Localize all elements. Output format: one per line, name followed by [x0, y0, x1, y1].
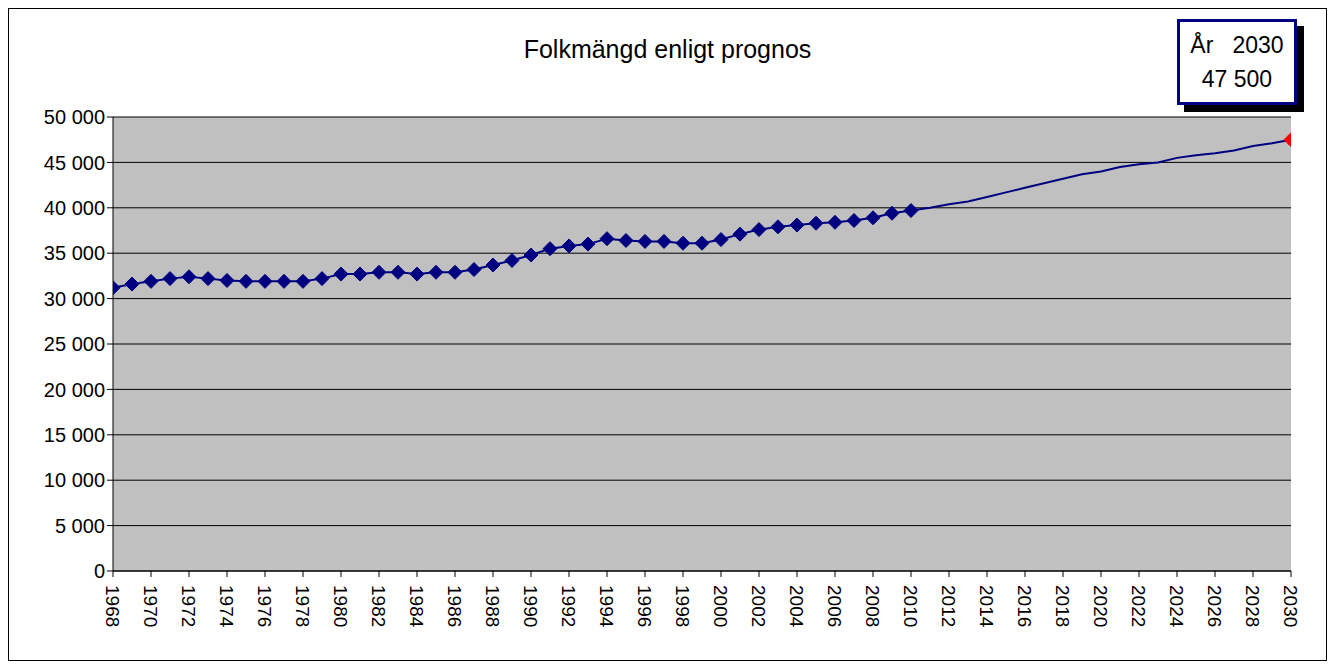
svg-text:2016: 2016 — [1014, 585, 1035, 627]
svg-text:1988: 1988 — [482, 585, 503, 627]
html-text:Folkmängd enligt prognos: Folkmängd enligt prognos — [523, 35, 812, 63]
svg-text:2028: 2028 — [1242, 585, 1263, 627]
svg-text:1986: 1986 — [444, 585, 465, 627]
svg-text:0: 0 — [94, 560, 105, 582]
svg-text:1978: 1978 — [292, 585, 313, 627]
svg-text:1984: 1984 — [406, 585, 427, 628]
svg-text:35 000: 35 000 — [44, 242, 105, 264]
svg-text:2014: 2014 — [976, 585, 997, 628]
svg-text:2030: 2030 — [1280, 585, 1301, 627]
svg-text:50 000: 50 000 — [44, 106, 105, 128]
svg-text:2020: 2020 — [1090, 585, 1111, 627]
svg-text:1974: 1974 — [216, 585, 237, 628]
svg-text:2000: 2000 — [710, 585, 731, 627]
svg-text:2006: 2006 — [824, 585, 845, 627]
svg-text:2022: 2022 — [1128, 585, 1149, 627]
html-text:47 500: 47 500 — [1201, 66, 1273, 92]
svg-text:1990: 1990 — [520, 585, 541, 627]
svg-text:45 000: 45 000 — [44, 152, 105, 174]
svg-text:1994: 1994 — [596, 585, 617, 628]
svg-text:2012: 2012 — [938, 585, 959, 627]
svg-text:1976: 1976 — [254, 585, 275, 627]
svg-text:2010: 2010 — [900, 585, 921, 627]
svg-text:2018: 2018 — [1052, 585, 1073, 627]
svg-text:30 000: 30 000 — [44, 288, 105, 310]
svg-text:2008: 2008 — [862, 585, 883, 627]
svg-text:1970: 1970 — [140, 585, 161, 627]
svg-text:1998: 1998 — [672, 585, 693, 627]
svg-text:1972: 1972 — [178, 585, 199, 627]
svg-text:1968: 1968 — [102, 585, 123, 627]
svg-text:2026: 2026 — [1204, 585, 1225, 627]
svg-text:40 000: 40 000 — [44, 197, 105, 219]
svg-text:5 000: 5 000 — [55, 515, 105, 537]
svg-text:20 000: 20 000 — [44, 379, 105, 401]
svg-text:2004: 2004 — [786, 585, 807, 628]
svg-text:2002: 2002 — [748, 585, 769, 627]
svg-text:1996: 1996 — [634, 585, 655, 627]
svg-text:10 000: 10 000 — [44, 469, 105, 491]
svg-text:1982: 1982 — [368, 585, 389, 627]
svg-text:25 000: 25 000 — [44, 333, 105, 355]
svg-text:15 000: 15 000 — [44, 424, 105, 446]
svg-text:1980: 1980 — [330, 585, 351, 627]
svg-text:1992: 1992 — [558, 585, 579, 627]
svg-text:2024: 2024 — [1166, 585, 1187, 628]
html-text:År 2030: År 2030 — [1190, 32, 1284, 58]
